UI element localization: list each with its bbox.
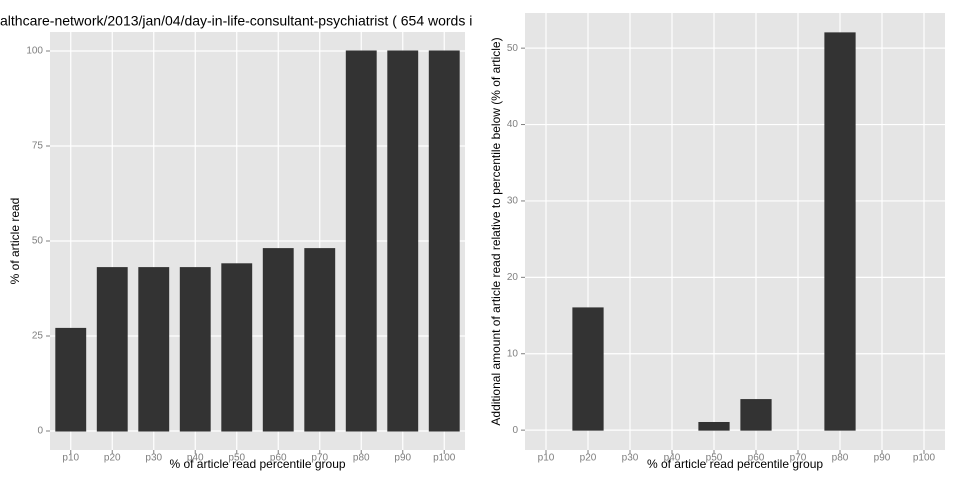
bar	[138, 267, 170, 432]
x-axis-label: % of article read percentile group	[647, 457, 823, 471]
bar	[304, 248, 336, 432]
bar	[262, 248, 294, 432]
bar	[428, 50, 460, 432]
bar	[96, 267, 128, 432]
x-tick-label: p50	[228, 453, 245, 464]
chart-title: althcare-network/2013/jan/04/day-in-life…	[0, 13, 472, 29]
x-tick-label: p30	[622, 453, 639, 464]
x-tick-label: p10	[62, 453, 79, 464]
y-axis-label: Additional amount of article read relati…	[489, 37, 503, 425]
y-tick-label: 75	[32, 141, 44, 152]
x-tick-label: p10	[538, 453, 555, 464]
bar	[740, 399, 772, 431]
x-axis-label: % of article read percentile group	[169, 457, 345, 471]
bar	[179, 267, 211, 432]
bar	[824, 32, 856, 431]
x-tick-label: p100	[433, 453, 456, 464]
x-tick-label: p70	[790, 453, 807, 464]
x-tick-label: p20	[580, 453, 597, 464]
x-tick-label: p60	[270, 453, 287, 464]
y-tick-label: 25	[32, 331, 44, 342]
x-tick-label: p90	[874, 453, 891, 464]
bar	[387, 50, 419, 432]
bar	[55, 327, 87, 432]
y-tick-label: 20	[507, 272, 519, 283]
x-tick-label: p50	[706, 453, 723, 464]
y-tick-label: 50	[32, 236, 44, 247]
bar	[698, 421, 730, 431]
y-tick-label: 30	[507, 196, 519, 207]
y-axis-label: % of article read	[8, 198, 22, 285]
y-tick-label: 50	[507, 43, 519, 54]
bar	[221, 263, 253, 432]
y-tick-label: 0	[512, 425, 518, 436]
bar	[345, 50, 377, 432]
y-tick-label: 10	[507, 348, 519, 359]
x-tick-label: p30	[145, 453, 162, 464]
x-tick-label: p20	[104, 453, 121, 464]
x-tick-label: p60	[748, 453, 765, 464]
x-tick-label: p80	[832, 453, 849, 464]
x-tick-label: p40	[187, 453, 204, 464]
x-tick-label: p90	[394, 453, 411, 464]
x-tick-label: p100	[913, 453, 936, 464]
y-tick-label: 0	[37, 426, 43, 437]
bar	[572, 307, 604, 431]
x-tick-label: p80	[353, 453, 370, 464]
x-tick-label: p70	[311, 453, 328, 464]
x-tick-label: p40	[664, 453, 681, 464]
y-tick-label: 40	[507, 119, 519, 130]
y-tick-label: 100	[26, 46, 43, 57]
